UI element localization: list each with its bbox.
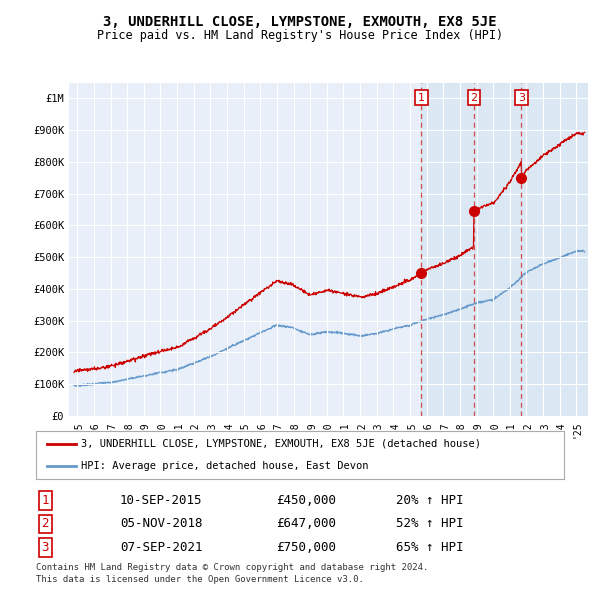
Text: 1: 1 (41, 494, 49, 507)
Bar (421, 83, 588, 416)
Text: 3, UNDERHILL CLOSE, LYMPSTONE, EXMOUTH, EX8 5JE: 3, UNDERHILL CLOSE, LYMPSTONE, EXMOUTH, … (103, 15, 497, 29)
Text: £450,000: £450,000 (276, 494, 336, 507)
Text: 20% ↑ HPI: 20% ↑ HPI (396, 494, 464, 507)
Text: HPI: Average price, detached house, East Devon: HPI: Average price, detached house, East… (81, 461, 368, 471)
Text: 07-SEP-2021: 07-SEP-2021 (120, 541, 203, 554)
Text: Contains HM Land Registry data © Crown copyright and database right 2024.: Contains HM Land Registry data © Crown c… (36, 563, 428, 572)
Text: 05-NOV-2018: 05-NOV-2018 (120, 517, 203, 530)
Text: 52% ↑ HPI: 52% ↑ HPI (396, 517, 464, 530)
Text: This data is licensed under the Open Government Licence v3.0.: This data is licensed under the Open Gov… (36, 575, 364, 584)
Text: 1: 1 (418, 93, 425, 103)
Text: 10-SEP-2015: 10-SEP-2015 (120, 494, 203, 507)
Text: 3: 3 (518, 93, 525, 103)
Text: £750,000: £750,000 (276, 541, 336, 554)
Text: £647,000: £647,000 (276, 517, 336, 530)
Text: Price paid vs. HM Land Registry's House Price Index (HPI): Price paid vs. HM Land Registry's House … (97, 30, 503, 42)
Text: 3: 3 (41, 541, 49, 554)
Text: 3, UNDERHILL CLOSE, LYMPSTONE, EXMOUTH, EX8 5JE (detached house): 3, UNDERHILL CLOSE, LYMPSTONE, EXMOUTH, … (81, 439, 481, 449)
Text: 2: 2 (41, 517, 49, 530)
Text: 65% ↑ HPI: 65% ↑ HPI (396, 541, 464, 554)
Text: 2: 2 (470, 93, 478, 103)
